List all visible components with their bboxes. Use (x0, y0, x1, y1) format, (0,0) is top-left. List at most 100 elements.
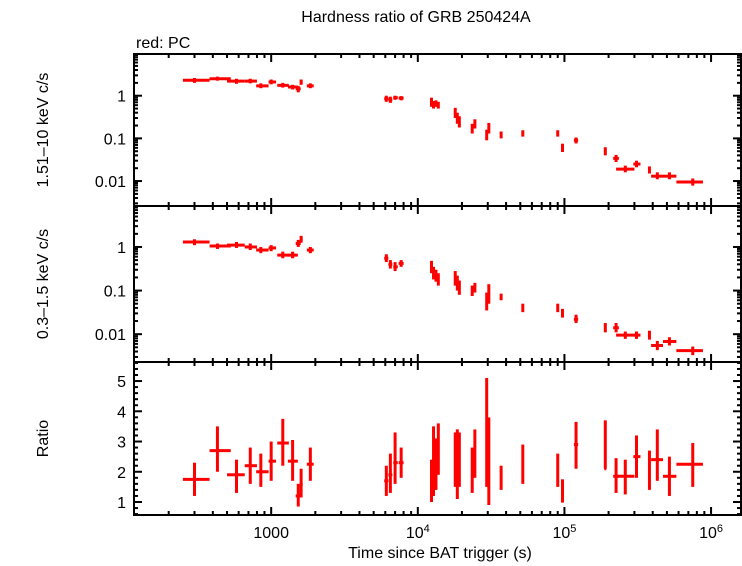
data-point (647, 330, 651, 340)
data-point (457, 116, 461, 128)
data-point (470, 285, 474, 297)
data-point (521, 130, 525, 137)
y-tick-label: 0.01 (95, 327, 126, 344)
y-tick-label: 1 (117, 89, 126, 106)
data-point (651, 429, 663, 481)
data-point (227, 241, 245, 248)
data-point (299, 235, 303, 243)
data-point (256, 246, 269, 254)
y-tick-label: 0.01 (95, 174, 126, 191)
data-point (299, 79, 303, 85)
data-point (244, 447, 257, 484)
data-point (256, 83, 269, 89)
data-point (560, 143, 564, 152)
data-point (676, 346, 703, 356)
data-point (603, 323, 607, 333)
data-point (436, 101, 440, 109)
y-tick-label: 0.1 (104, 284, 126, 301)
data-point (384, 254, 389, 263)
panel-frame (133, 53, 742, 207)
y-tick-label: 5 (117, 374, 126, 391)
data-point (453, 107, 457, 119)
panel-frame (133, 361, 742, 516)
data-point (487, 284, 491, 304)
data-point (651, 340, 663, 351)
data-point (676, 443, 703, 487)
data-point (277, 251, 289, 259)
data-point (613, 154, 619, 162)
data-point (209, 426, 231, 472)
data-point (499, 131, 503, 139)
y-tick-label: 4 (117, 404, 126, 421)
data-point (662, 172, 677, 180)
x-tick-label: 105 (552, 523, 576, 542)
data-point (556, 303, 560, 313)
data-point (487, 122, 491, 134)
data-point (573, 137, 579, 144)
data-point (521, 444, 525, 484)
data-point (384, 95, 389, 102)
y-tick-label: 1 (117, 495, 126, 512)
data-point (647, 166, 651, 174)
data-point (633, 331, 641, 339)
y-tick-label: 2 (117, 465, 126, 482)
data-point (573, 314, 579, 324)
data-point (277, 418, 289, 466)
data-point (487, 417, 491, 506)
data-point (473, 429, 477, 478)
data-point (256, 453, 269, 487)
data-point (560, 479, 564, 503)
data-point (470, 447, 474, 493)
data-point (398, 260, 404, 267)
data-point (398, 96, 404, 101)
x-tick-label: 106 (699, 523, 723, 542)
data-point (299, 468, 303, 498)
data-point (603, 420, 607, 471)
panel-hard: 1 0.1 0.01 1.51–10 keV c/s (35, 53, 742, 207)
data-point (560, 308, 564, 318)
data-point (499, 465, 503, 490)
x-axis-label: Time since BAT trigger (s) (348, 545, 532, 562)
data-point (295, 85, 301, 93)
y-axis-label: Ratio (35, 420, 52, 457)
data-point (182, 462, 210, 496)
data-point (453, 432, 457, 487)
y-axis-label: 1.51–10 keV c/s (35, 73, 52, 188)
data-point (616, 165, 635, 173)
data-point (616, 331, 635, 339)
legend-note: red: PC (136, 35, 190, 52)
data-point (455, 275, 459, 291)
data-point (457, 280, 461, 295)
data-point (470, 123, 474, 134)
data-point (633, 160, 641, 168)
data-point (388, 96, 393, 103)
data-point (277, 82, 289, 88)
data-point (573, 421, 579, 469)
y-axis-label: 0.3–1.5 keV c/s (35, 229, 52, 339)
x-tick-label: 104 (406, 523, 430, 542)
data-point (473, 282, 477, 293)
data-point (182, 239, 210, 246)
data-point (485, 129, 489, 141)
data-point (287, 251, 298, 259)
data-point (287, 440, 298, 481)
data-point (268, 441, 277, 481)
data-point (676, 178, 703, 186)
data-point (603, 147, 607, 156)
data-point (613, 323, 619, 333)
y-tick-label: 3 (117, 435, 126, 452)
data-point (306, 246, 314, 254)
data-point (268, 245, 277, 252)
data-point (473, 119, 477, 129)
data-point (432, 101, 436, 109)
data-point (453, 271, 457, 286)
x-tick-exponent: 6 (717, 523, 723, 535)
data-point (485, 292, 489, 311)
data-point (455, 429, 459, 499)
data-point (556, 130, 560, 137)
data-point (227, 459, 245, 493)
data-point (457, 432, 461, 487)
panel-soft: 1 0.1 0.01 0.3–1.5 keV c/s (35, 205, 742, 363)
data-point (388, 453, 393, 493)
